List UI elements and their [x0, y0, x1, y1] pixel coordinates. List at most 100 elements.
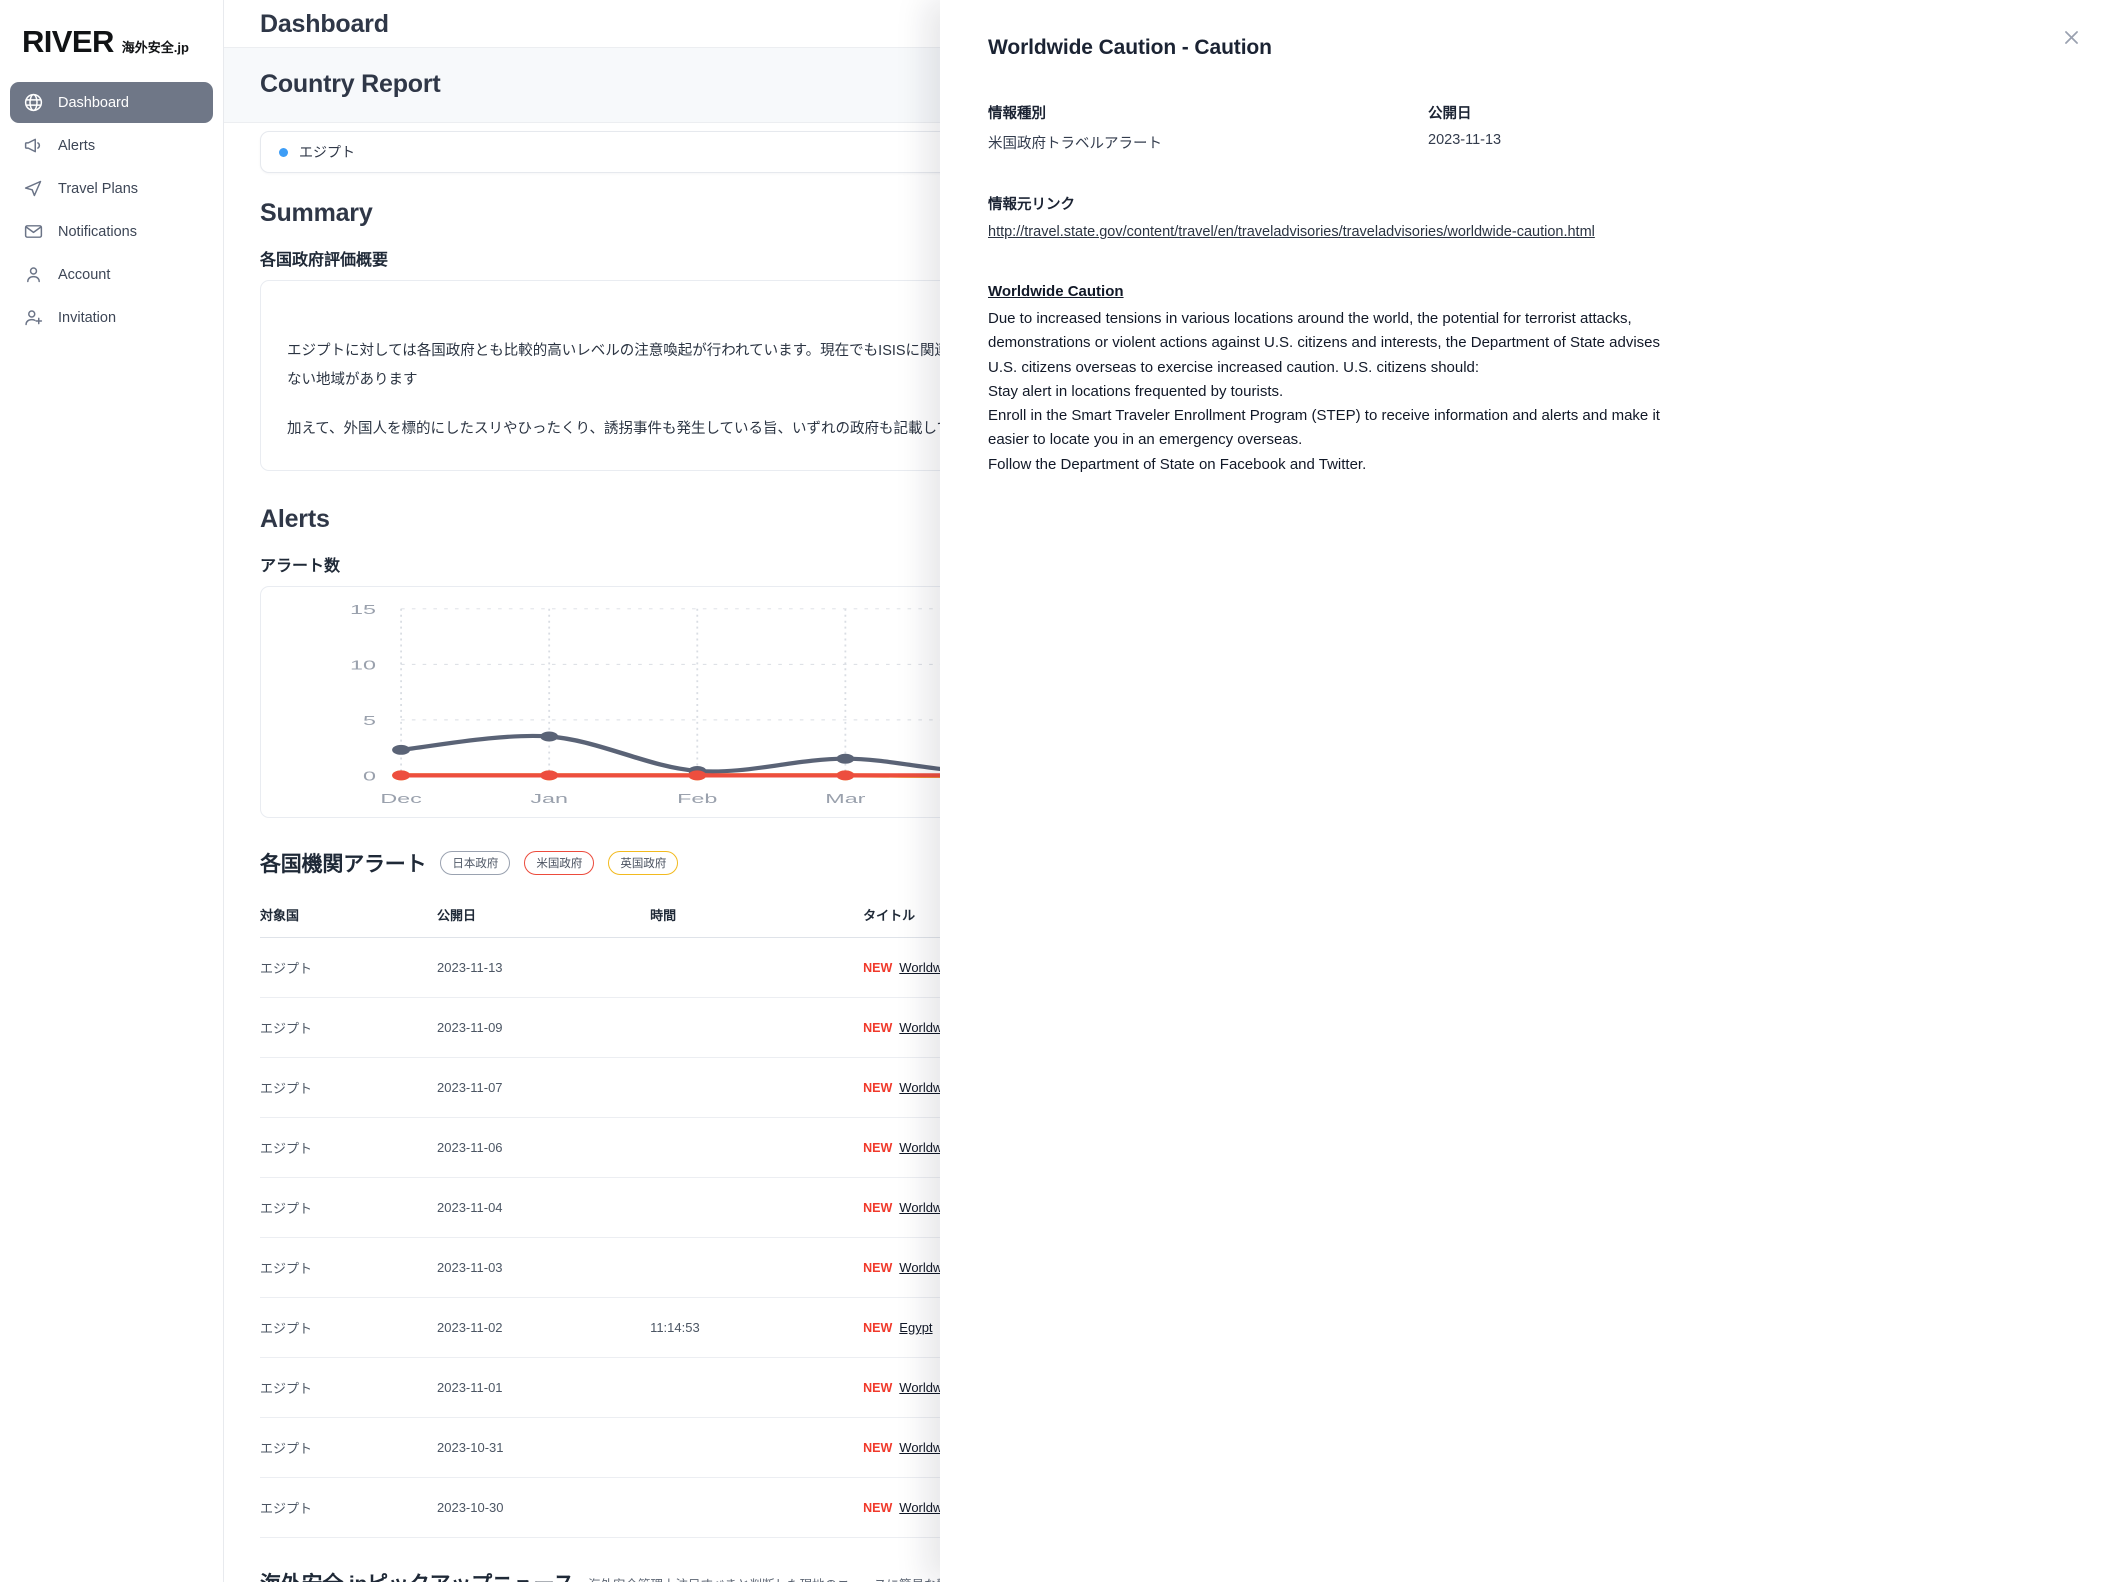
cell-date: 2023-11-01	[437, 1357, 651, 1418]
cell-country: エジプト	[260, 937, 437, 998]
detail-meta-date: 公開日 2023-11-13	[1428, 102, 1868, 153]
detail-body-line: demonstrations or violent actions agains…	[988, 334, 1661, 352]
detail-meta-grid: 情報種別 米国政府トラベルアラート 公開日 2023-11-13	[988, 102, 2064, 153]
detail-body-line: easier to locate you in an emergency ove…	[988, 431, 1303, 449]
cell-date: 2023-11-04	[437, 1177, 651, 1238]
published-date-label: 公開日	[1428, 106, 1472, 122]
envelope-icon	[23, 221, 44, 242]
country-report-title: Country Report	[260, 69, 441, 98]
pickup-news-section: 海外安全.jpピックアップニュース 海外安全管理上注目すべきと判断した現地のニュ…	[224, 1538, 2112, 1582]
user-plus-icon	[23, 307, 44, 328]
svg-text:0: 0	[363, 769, 376, 783]
cell-time	[650, 1237, 864, 1298]
detail-panel: Worldwide Caution - Caution 情報種別 米国政府トラベ…	[940, 0, 2112, 1582]
gov-alerts-header: 各国機関アラート 日本政府 米国政府 英国政府	[260, 848, 2076, 892]
detail-body-lines: Due to increased tensions in various loc…	[988, 307, 2064, 477]
svg-text:Feb: Feb	[677, 792, 717, 806]
new-badge: NEW	[863, 1381, 893, 1395]
svg-text:Jan: Jan	[530, 792, 568, 806]
filter-chip-usa[interactable]: 米国政府	[524, 851, 595, 875]
cell-country: エジプト	[260, 1477, 437, 1538]
sidebar-item-dashboard[interactable]: Dashboard	[10, 82, 213, 123]
paper-plane-icon	[23, 178, 44, 199]
brand-logo: RIVER 海外安全.jp	[10, 18, 213, 82]
detail-body-line: Stay alert in locations frequented by to…	[988, 382, 1284, 400]
pickup-news-title: 海外安全.jpピックアップニュース	[260, 1568, 574, 1582]
user-icon	[23, 264, 44, 285]
sidebar-item-label: Account	[58, 266, 111, 283]
info-type-label: 情報種別	[988, 106, 1046, 122]
new-badge: NEW	[863, 1441, 893, 1455]
sidebar-item-account[interactable]: Account	[10, 254, 213, 295]
sidebar-item-label: Alerts	[58, 137, 96, 154]
detail-body-line: Follow the Department of State on Facebo…	[988, 455, 1367, 473]
cell-date: 2023-11-03	[437, 1237, 651, 1298]
column-header: 時間	[650, 892, 864, 938]
filter-chip-uk[interactable]: 英国政府	[608, 851, 679, 875]
cell-time	[650, 997, 864, 1058]
chart-title: アラート数	[260, 558, 341, 575]
country-tab-label: エジプト	[299, 144, 355, 160]
brand-subtitle: 海外安全.jp	[121, 40, 189, 55]
source-link-label: 情報元リンク	[988, 197, 1075, 213]
cell-time	[650, 1477, 864, 1538]
cell-time	[650, 1057, 864, 1118]
megaphone-icon	[23, 135, 44, 156]
column-header: 公開日	[437, 892, 651, 938]
filter-chip-japan[interactable]: 日本政府	[440, 851, 511, 875]
cell-country: エジプト	[260, 1117, 437, 1178]
cell-country: エジプト	[260, 997, 437, 1058]
detail-meta-type: 情報種別 米国政府トラベルアラート	[988, 102, 1428, 153]
svg-text:15: 15	[350, 602, 376, 616]
source-link-url[interactable]: http://travel.state.gov/content/travel/e…	[988, 224, 1595, 240]
sidebar-item-alerts[interactable]: Alerts	[10, 125, 213, 166]
new-badge: NEW	[863, 1261, 893, 1275]
alert-title-link[interactable]: Egypt	[899, 1320, 933, 1335]
new-badge: NEW	[863, 1021, 893, 1035]
new-badge: NEW	[863, 1501, 893, 1515]
new-badge: NEW	[863, 1141, 893, 1155]
sidebar-item-notifications[interactable]: Notifications	[10, 211, 213, 252]
detail-body-line: Due to increased tensions in various loc…	[988, 310, 1632, 327]
sidebar-item-invitation[interactable]: Invitation	[10, 297, 213, 338]
svg-text:5: 5	[363, 713, 376, 727]
page-title: Dashboard	[260, 10, 389, 38]
detail-body: Worldwide Caution Due to increased tensi…	[988, 283, 2064, 477]
cell-date: 2023-11-07	[437, 1057, 651, 1118]
gov-alerts-title: 各国機関アラート	[260, 853, 427, 876]
cell-date: 2023-10-31	[437, 1417, 651, 1478]
cell-time	[650, 1117, 864, 1178]
cell-country: エジプト	[260, 1357, 437, 1418]
info-type-value: 米国政府トラベルアラート	[988, 136, 1162, 152]
svg-text:Mar: Mar	[825, 792, 865, 806]
cell-date: 2023-10-30	[437, 1477, 651, 1538]
cell-country: エジプト	[260, 1237, 437, 1298]
cell-time	[650, 1417, 864, 1478]
column-header: 対象国	[260, 892, 437, 938]
sidebar-item-label: Notifications	[58, 223, 137, 240]
new-badge: NEW	[863, 961, 893, 975]
published-date-value: 2023-11-13	[1428, 132, 1502, 148]
detail-body-line: U.S. citizens overseas to exercise incre…	[988, 358, 1480, 376]
cell-time	[650, 1177, 864, 1238]
cell-country: エジプト	[260, 1417, 437, 1478]
sidebar-item-label: Invitation	[58, 309, 117, 326]
summary-subtitle: 各国政府評価概要	[260, 252, 389, 269]
new-badge: NEW	[863, 1081, 893, 1095]
cell-time	[650, 1357, 864, 1418]
new-badge: NEW	[863, 1201, 893, 1215]
svg-text:Dec: Dec	[380, 792, 421, 806]
cell-country: エジプト	[260, 1057, 437, 1118]
alerts-title: Alerts	[260, 505, 330, 533]
cell-country: エジプト	[260, 1297, 437, 1358]
sidebar-item-label: Dashboard	[58, 94, 129, 111]
status-dot-icon	[279, 147, 288, 157]
cell-time: 11:14:53	[650, 1297, 864, 1358]
cell-time	[650, 937, 864, 998]
sidebar-item-travel-plans[interactable]: Travel Plans	[10, 168, 213, 209]
cell-date: 2023-11-13	[437, 937, 651, 998]
new-badge: NEW	[863, 1321, 893, 1335]
close-icon[interactable]	[2056, 22, 2086, 52]
detail-body-heading: Worldwide Caution	[988, 283, 1124, 300]
